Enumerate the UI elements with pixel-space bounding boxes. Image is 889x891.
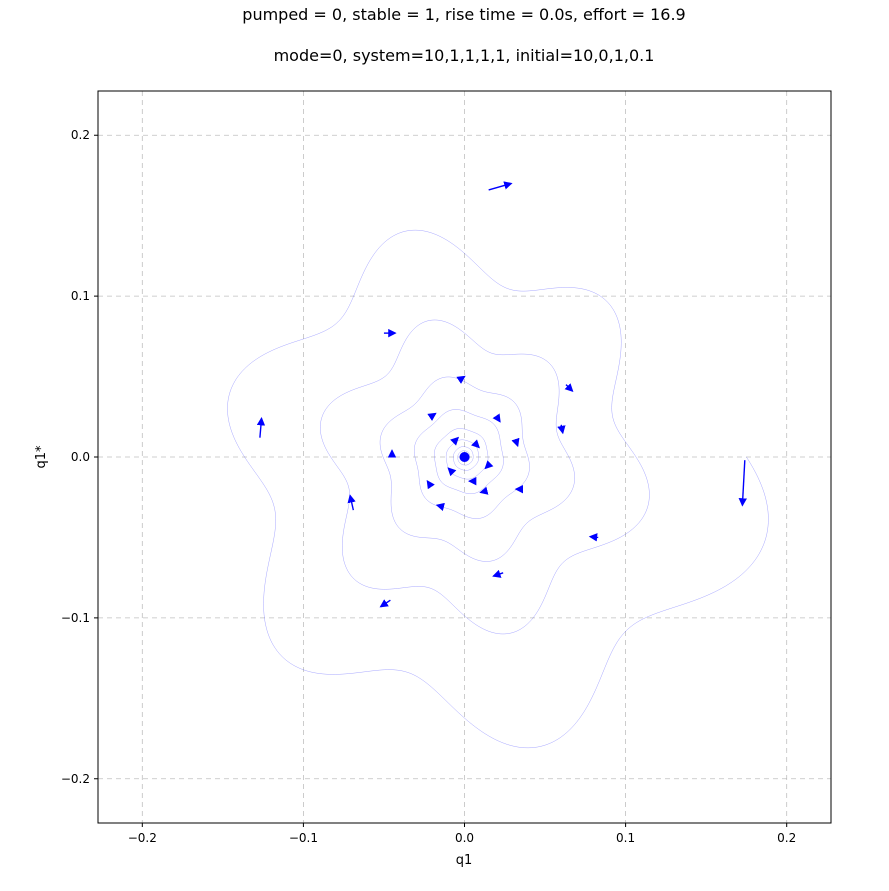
direction-arrow <box>488 181 513 191</box>
y-tick-label: 0.2 <box>71 128 90 142</box>
direction-arrow <box>426 479 435 490</box>
x-tick-label: 0.0 <box>455 831 474 845</box>
direction-arrow <box>471 439 480 449</box>
direction-arrows <box>256 181 747 608</box>
direction-arrow <box>347 494 356 511</box>
equilibrium-point <box>459 452 470 462</box>
direction-arrow <box>379 599 391 608</box>
y-tick-label: 0.0 <box>71 450 90 464</box>
x-tick-label: 0.2 <box>777 831 796 845</box>
x-axis-label: q1 <box>456 853 473 868</box>
direction-arrow <box>738 460 747 507</box>
y-tick-label: 0.1 <box>71 289 90 303</box>
direction-arrow <box>435 502 445 512</box>
direction-arrow <box>456 375 466 384</box>
direction-arrow <box>557 424 566 435</box>
x-tick-label: −0.2 <box>128 831 157 845</box>
x-tick-label: 0.1 <box>616 831 635 845</box>
direction-arrow <box>447 467 457 477</box>
direction-arrow <box>427 412 437 421</box>
direction-arrow <box>492 413 501 423</box>
direction-arrow <box>564 383 574 393</box>
direction-arrow <box>484 460 494 470</box>
direction-arrow <box>588 533 599 542</box>
direction-arrow <box>256 416 266 438</box>
x-tick-label: −0.1 <box>289 831 318 845</box>
direction-arrow <box>492 569 504 578</box>
direction-arrow <box>511 437 520 448</box>
trajectory-q1 <box>227 229 769 749</box>
chart-title: pumped = 0, stable = 1, rise time = 0.0s… <box>242 5 685 24</box>
direction-arrow <box>479 486 489 495</box>
direction-arrow <box>450 436 460 446</box>
trajectory-layer <box>227 229 769 749</box>
y-tick-label: −0.2 <box>61 772 90 786</box>
y-tick-label: −0.1 <box>61 611 90 625</box>
y-axis-label: q1* <box>34 445 49 469</box>
grid-lines <box>98 91 831 823</box>
chart-subtitle: mode=0, system=10,1,1,1,1, initial=10,0,… <box>274 46 655 65</box>
x-axis-ticks: −0.2 −0.1 0.0 0.1 0.2 <box>128 823 796 845</box>
y-axis-ticks: −0.2 −0.1 0.0 0.1 0.2 <box>61 128 98 786</box>
